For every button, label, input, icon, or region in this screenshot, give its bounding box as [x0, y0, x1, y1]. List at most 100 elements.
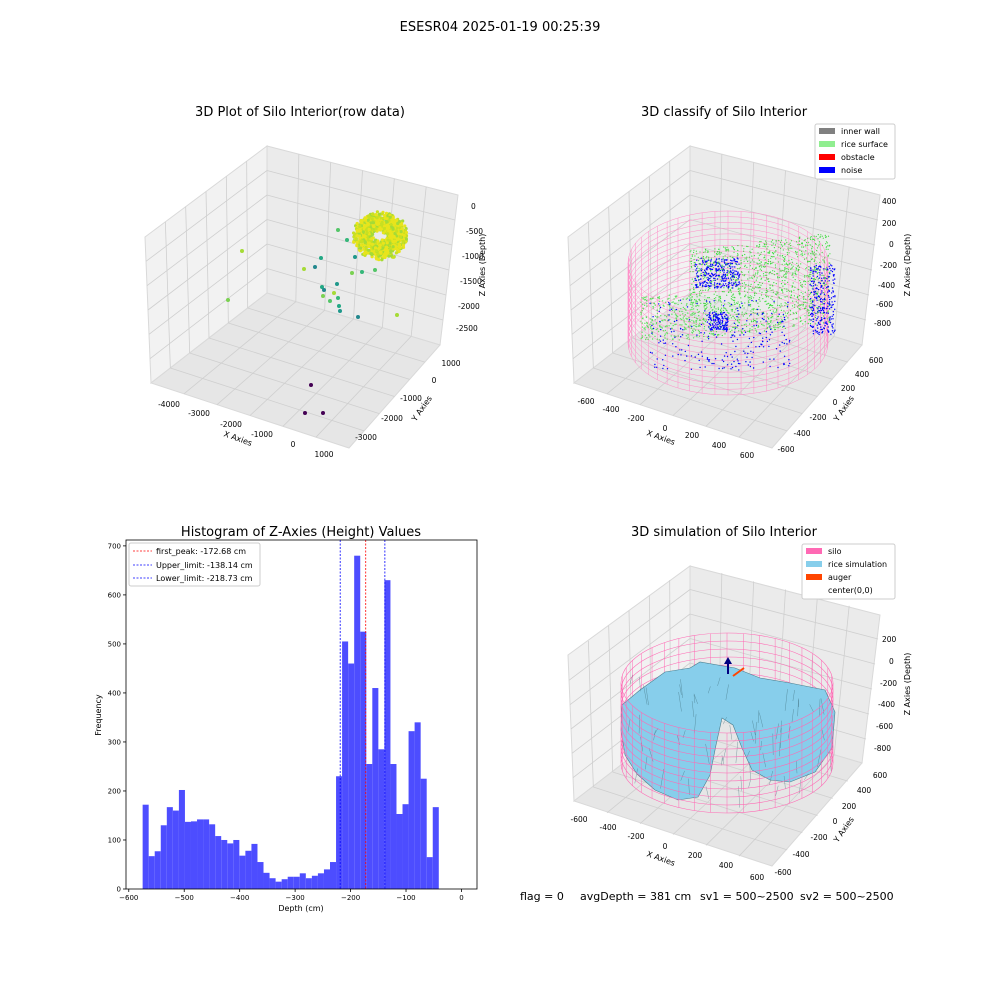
rice-surface-point	[693, 264, 695, 266]
rice-surface-point	[805, 307, 807, 309]
rice-surface-point	[703, 326, 706, 328]
rice-surface-point	[759, 275, 761, 277]
noise-point	[829, 298, 831, 301]
rice-surface-point	[767, 303, 769, 305]
legend-label-auger: auger	[828, 573, 852, 582]
rice-surface-point	[805, 244, 807, 246]
rice-surface-point	[817, 312, 819, 314]
noise-point	[710, 260, 712, 262]
rice-surface-point	[691, 314, 693, 316]
rice-surface-point	[791, 268, 793, 270]
rice-surface-point	[762, 298, 764, 300]
noise-point	[724, 259, 727, 261]
noise-point	[707, 282, 709, 284]
rice-surface-point	[695, 300, 697, 303]
rice-surface-point	[794, 271, 796, 273]
raw-point	[363, 218, 367, 222]
rice-surface-point	[767, 316, 769, 318]
noise-point	[818, 306, 820, 308]
rice-surface-point	[740, 297, 742, 299]
noise-point	[781, 331, 783, 333]
noise-point	[707, 273, 709, 275]
pane-grid-line	[315, 336, 412, 438]
rice-surface-point	[712, 332, 715, 334]
rice-surface-point	[825, 287, 827, 289]
legend-label-obstacle: obstacle	[841, 153, 875, 162]
rice-surface-point	[827, 311, 829, 313]
rice-surface-point	[729, 278, 731, 280]
raw-point	[393, 239, 397, 243]
rice-surface-point	[730, 317, 733, 319]
rice-surface-point	[699, 258, 701, 260]
rice-surface-point	[674, 313, 677, 315]
noise-point	[731, 262, 734, 265]
rice-surface-point	[797, 244, 799, 246]
noise-point	[819, 269, 821, 271]
histogram-legend-box	[128, 542, 261, 587]
rice-surface-point	[748, 288, 750, 290]
rice-surface-point	[717, 308, 720, 310]
noise-point	[753, 325, 755, 327]
rice-surface-point	[768, 307, 770, 309]
rice-surface-point	[751, 267, 754, 269]
noise-point	[786, 305, 789, 308]
rice-surface-point	[797, 264, 800, 266]
rice-surface-point	[722, 309, 725, 312]
noise-point	[732, 287, 734, 289]
rice-surface-point	[693, 280, 695, 282]
noise-point	[756, 321, 758, 323]
surface-mesh-line	[760, 740, 762, 751]
rice-surface-point	[656, 328, 659, 330]
rice-surface-point	[690, 300, 692, 302]
rice-surface-point	[743, 307, 745, 309]
rice-surface-point	[703, 333, 705, 335]
noise-point	[823, 277, 825, 279]
rice-surface-point	[777, 254, 779, 256]
figure-suptitle: ESESR04 2025-01-19 00:25:39	[400, 20, 601, 35]
rice-surface-point	[696, 304, 698, 306]
histogram-bar	[172, 810, 179, 889]
rice-surface-point	[727, 248, 729, 250]
noise-point	[734, 350, 736, 353]
noise-point	[716, 316, 718, 318]
rice-surface-point	[757, 284, 759, 286]
noise-point	[726, 314, 728, 316]
rice-surface-point	[770, 317, 772, 319]
rice-surface-point	[733, 273, 735, 275]
noise-point	[705, 260, 707, 263]
rice-surface-point	[756, 318, 758, 320]
rice-surface-point	[765, 287, 768, 290]
pane-grid-line	[266, 268, 444, 321]
rice-surface-point	[819, 236, 821, 238]
rice-surface-point	[790, 296, 792, 299]
raw-point	[363, 240, 367, 244]
noise-point	[699, 282, 701, 284]
rice-surface-point	[703, 278, 705, 280]
noise-point	[770, 328, 772, 331]
noise-point	[746, 356, 748, 358]
rice-surface-point	[784, 312, 787, 314]
noise-point	[762, 337, 764, 339]
rice-surface-point	[709, 262, 712, 264]
noise-point	[705, 284, 707, 286]
noise-point	[731, 282, 733, 284]
rice-surface-point	[760, 294, 763, 296]
rice-surface-point	[786, 272, 788, 274]
rice-surface-point	[774, 270, 776, 272]
noise-point	[788, 365, 790, 367]
noise-point	[721, 277, 724, 280]
noise-point	[733, 276, 735, 279]
raw-point	[399, 230, 403, 234]
raw-point	[385, 241, 389, 245]
raw-point	[371, 212, 375, 216]
rice-surface-point	[707, 286, 710, 288]
rice-surface-point	[766, 289, 768, 291]
rice-surface-point	[711, 309, 713, 311]
rice-surface-point	[665, 301, 667, 303]
rice-surface-point	[734, 280, 737, 282]
simulation-y-tick-labels: 600 400 200 0 -200 -400 -600	[774, 771, 887, 877]
rice-surface-point	[812, 252, 814, 255]
rice-surface-point	[806, 257, 808, 259]
rice-surface-point	[749, 299, 751, 301]
noise-point	[710, 263, 712, 266]
